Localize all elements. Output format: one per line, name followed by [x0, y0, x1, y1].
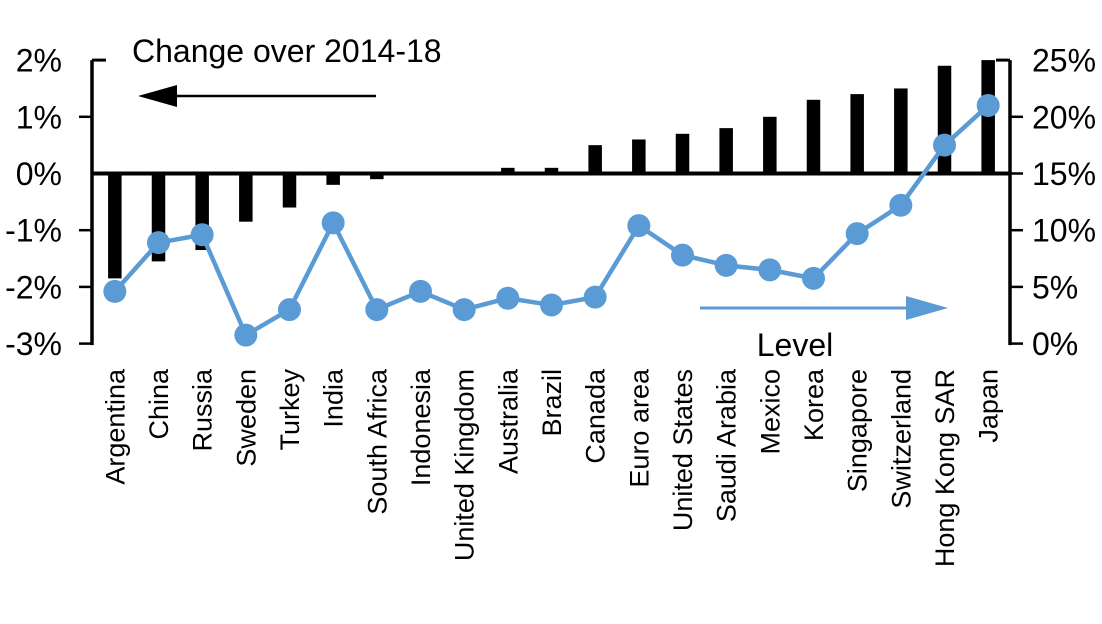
bar [588, 145, 602, 174]
level-dot [540, 293, 563, 317]
bar [675, 133, 690, 174]
right-arrow-icon [700, 296, 948, 320]
country-label: Brazil [537, 369, 567, 437]
bar [850, 94, 864, 174]
country-label: Australia [493, 368, 523, 474]
bar [719, 128, 733, 174]
right-axis-label: 0% [1032, 326, 1078, 362]
right-axis-labels: 25% 20% 15% 10% 5% 0% [1032, 43, 1096, 363]
country-label: South Africa [362, 368, 392, 515]
level-dot [321, 211, 345, 235]
level-dot [889, 193, 913, 217]
country-label: Singapore [843, 369, 873, 492]
level-dot [671, 243, 694, 267]
right-axis-label: 20% [1032, 99, 1096, 135]
level-dot [365, 298, 389, 322]
level-dot [714, 253, 738, 277]
bar [501, 167, 515, 174]
level-dot [234, 323, 258, 347]
country-label: Mexico [755, 369, 785, 455]
left-arrow-icon [138, 85, 376, 107]
country-label: China [144, 368, 174, 440]
bar [937, 65, 952, 174]
country-label: India [319, 368, 349, 428]
level-dot [845, 222, 869, 246]
level-dot [802, 266, 825, 290]
country-label: Russia [188, 368, 218, 452]
chart-title: Change over 2014-18 [132, 33, 442, 69]
country-label: Euro area [624, 368, 654, 488]
level-dot [278, 298, 301, 322]
left-axis-label: -3% [5, 326, 62, 362]
country-label: Sweden [231, 369, 261, 467]
level-dot [976, 93, 1000, 117]
right-axis-label: 15% [1032, 156, 1096, 192]
bar [326, 173, 340, 185]
level-dot [583, 285, 607, 309]
country-label: Korea [799, 368, 829, 441]
level-dot [496, 286, 520, 310]
level-dot [147, 231, 170, 255]
change-bars [108, 60, 995, 279]
bar [282, 173, 297, 208]
bar [370, 173, 384, 180]
country-label: United Kingdom [450, 369, 480, 561]
country-label: Saudi Arabia [712, 368, 742, 522]
right-axis-label: 10% [1032, 213, 1096, 249]
bar [239, 173, 253, 222]
country-label: United States [668, 369, 698, 531]
left-axis-labels: 2% 1% 0% -1% -2% -3% [5, 43, 62, 363]
country-label: Turkey [275, 369, 305, 451]
left-axis-label: -1% [5, 213, 62, 249]
country-label: Canada [581, 368, 611, 464]
level-label: Level [757, 327, 834, 363]
level-dots [103, 93, 1000, 347]
left-axis-label: 0% [16, 156, 62, 192]
level-dot [103, 279, 127, 303]
level-dot [190, 223, 214, 247]
level-dot [627, 214, 651, 238]
bar [806, 99, 821, 174]
left-axis-label: 1% [16, 99, 62, 135]
bar [632, 139, 646, 174]
country-label: Hong Kong SAR [930, 369, 960, 567]
country-label: Indonesia [406, 368, 436, 486]
bar [108, 173, 122, 279]
bar [894, 88, 908, 174]
level-dot [452, 298, 476, 322]
level-dot [758, 258, 782, 282]
country-label: Switzerland [886, 369, 916, 509]
right-axis-label: 5% [1032, 269, 1078, 305]
level-dot [409, 279, 432, 303]
left-axis-label: -2% [5, 269, 62, 305]
bar [544, 167, 559, 174]
country-labels: Argentina China Russia Sweden Turkey India Sou… [100, 368, 1003, 567]
left-axis-label: 2% [16, 43, 62, 79]
axes [79, 58, 1023, 346]
country-label: Japan [974, 369, 1004, 443]
right-axis-label: 25% [1032, 43, 1096, 79]
bar [763, 116, 777, 174]
level-dot [933, 133, 956, 157]
country-label: Argentina [100, 368, 130, 485]
